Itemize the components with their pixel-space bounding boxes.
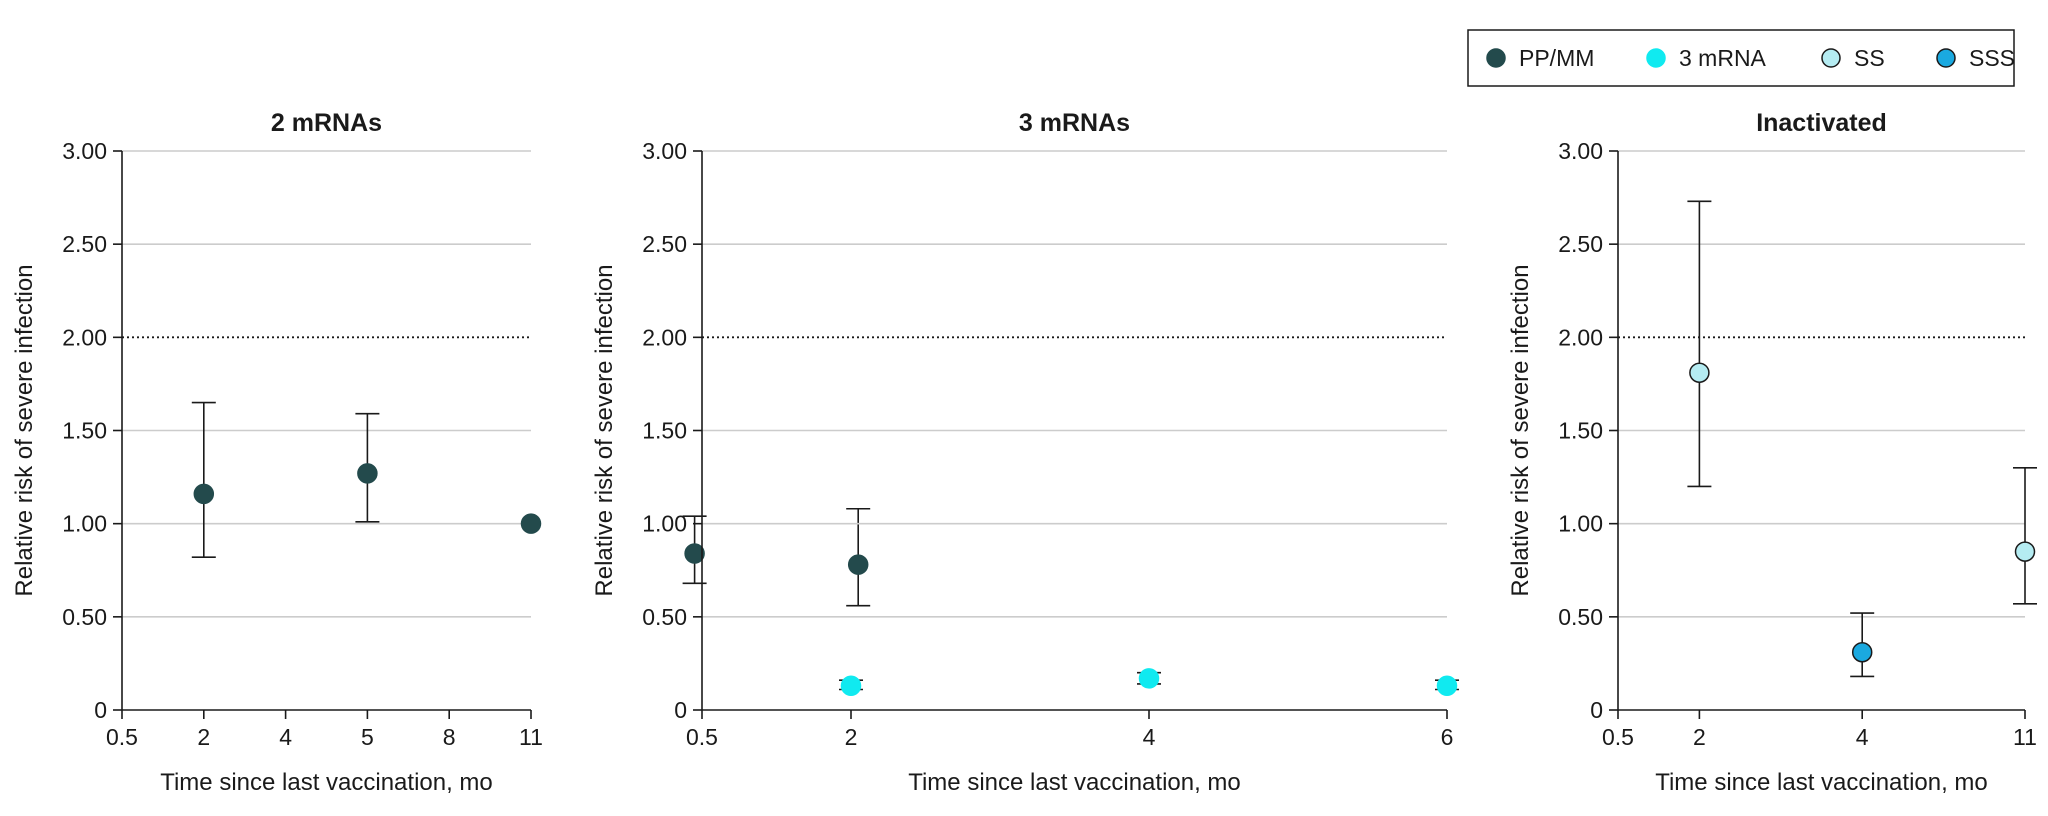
y-tick-label: 1.50 bbox=[1558, 418, 1603, 444]
panel-title: Inactivated bbox=[1756, 109, 1887, 137]
y-tick-label: 2.00 bbox=[62, 324, 107, 350]
y-tick-label: 0.50 bbox=[62, 604, 107, 630]
x-tick-label: 6 bbox=[1441, 724, 1454, 750]
y-axis-title: Relative risk of severe infection bbox=[11, 264, 38, 596]
y-tick-label: 0 bbox=[1590, 697, 1603, 723]
x-tick-label: 11 bbox=[519, 724, 543, 750]
legend-marker-2 bbox=[1821, 48, 1841, 68]
y-tick-label: 1.50 bbox=[62, 418, 107, 444]
y-tick-label: 3.00 bbox=[642, 138, 687, 164]
y-tick-label: 1.00 bbox=[62, 511, 107, 537]
x-tick-label: 4 bbox=[1143, 724, 1156, 750]
x-tick-label: 5 bbox=[361, 724, 374, 750]
y-tick-label: 1.50 bbox=[642, 418, 687, 444]
data-point bbox=[684, 543, 705, 564]
x-tick-label: 2 bbox=[1693, 724, 1706, 750]
x-axis-title: Time since last vaccination, mo bbox=[160, 769, 493, 796]
legend-marker-3 bbox=[1936, 48, 1956, 68]
panel-title: 3 mRNAs bbox=[1019, 109, 1130, 137]
x-tick-label: 0.5 bbox=[686, 724, 718, 750]
legend-marker-0 bbox=[1486, 48, 1506, 68]
data-point bbox=[847, 554, 869, 575]
y-tick-label: 1.00 bbox=[1558, 511, 1603, 537]
x-tick-label: 2 bbox=[845, 724, 858, 750]
panel-2: 0 0.50 1.00 1.50 2.00 2.50 3.00 0.5 2 4 6 3 mRNAs Ti… bbox=[591, 109, 1459, 796]
data-point bbox=[1138, 668, 1160, 689]
x-tick-label: 2 bbox=[197, 724, 210, 750]
legend-marker-1 bbox=[1646, 48, 1666, 68]
data-point bbox=[840, 675, 862, 697]
y-tick-label: 3.00 bbox=[62, 138, 107, 164]
panel-1: 00.501.001.502.002.503.000.5 2 4 5 8 112 mRNA… bbox=[11, 109, 871, 796]
y-tick-label: 2.50 bbox=[642, 231, 687, 257]
y-tick-label: 3.00 bbox=[1558, 138, 1603, 164]
panel-title: 2 mRNAs bbox=[271, 109, 382, 137]
y-tick-label: 2.00 bbox=[642, 324, 687, 350]
legend: PP/MM 3 mRNA SS SSS bbox=[1467, 29, 2015, 87]
y-tick-label: 0.50 bbox=[642, 604, 687, 630]
x-tick-label: 8 bbox=[443, 724, 456, 750]
legend-label-3: SSS bbox=[1969, 45, 2015, 71]
y-tick-label: 0 bbox=[94, 697, 107, 723]
y-axis-title: Relative risk of severe infection bbox=[591, 264, 618, 596]
y-tick-label: 1.00 bbox=[642, 511, 687, 537]
y-tick-label: 2.50 bbox=[1558, 231, 1603, 257]
data-point bbox=[1851, 641, 1873, 663]
x-tick-label: 0.5 bbox=[1602, 724, 1634, 750]
x-tick-label: 4 bbox=[279, 724, 292, 750]
data-point bbox=[193, 483, 215, 505]
legend-label-0: PP/MM bbox=[1519, 45, 1594, 71]
x-tick-label: 4 bbox=[1856, 724, 1869, 750]
legend-frame bbox=[1467, 29, 2015, 87]
y-axis-title: Relative risk of severe infection bbox=[1507, 264, 1534, 596]
x-axis-title: Time since last vaccination, mo bbox=[1655, 769, 1988, 796]
data-point bbox=[357, 463, 378, 484]
data-point bbox=[2014, 541, 2036, 562]
legend-label-2: SS bbox=[1854, 45, 1885, 71]
data-point bbox=[520, 513, 542, 534]
data-point bbox=[1436, 675, 1458, 697]
chart-panels: 00.501.001.502.002.503.000.5 2 4 5 8 112 mRNA… bbox=[11, 109, 2037, 796]
y-tick-label: 0.50 bbox=[1558, 604, 1603, 630]
panel-3: 0 0.50 1.00 1.50 2.00 2.50 3.00 0.5 2 4 11 Inactiva… bbox=[1507, 109, 2037, 796]
y-tick-label: 2.50 bbox=[62, 231, 107, 257]
x-tick-label: 11 bbox=[2013, 724, 2037, 750]
y-tick-label: 2.00 bbox=[1558, 324, 1603, 350]
x-axis-title: Time since last vaccination, mo bbox=[908, 769, 1241, 796]
legend-label-1: 3 mRNA bbox=[1679, 45, 1767, 71]
x-tick-label: 0.5 bbox=[106, 724, 138, 750]
data-point bbox=[1689, 362, 1710, 383]
y-tick-label: 0 bbox=[674, 697, 687, 723]
